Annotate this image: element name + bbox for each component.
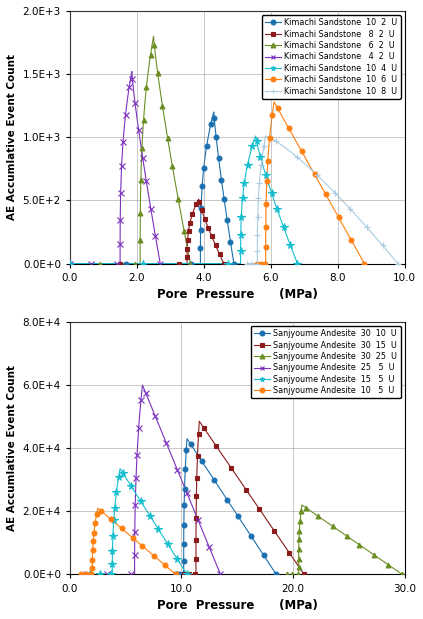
X-axis label: Pore  Pressure      (MPa): Pore Pressure (MPa) bbox=[157, 288, 318, 301]
Y-axis label: AE Accumlative Event Count: AE Accumlative Event Count bbox=[7, 54, 17, 220]
Legend: Kimachi Sandstone  10  2  U, Kimachi Sandstone   8  2  U, Kimachi Sandstone   6 : Kimachi Sandstone 10 2 U, Kimachi Sandst… bbox=[261, 15, 401, 99]
Legend: Sanjyoume Andesite  30  10  U, Sanjyoume Andesite  30  15  U, Sanjyoume Andesite: Sanjyoume Andesite 30 10 U, Sanjyoume An… bbox=[251, 326, 401, 399]
Y-axis label: AE Accumlative Event Count: AE Accumlative Event Count bbox=[7, 365, 17, 531]
X-axis label: Pore  Pressure      (MPa): Pore Pressure (MPa) bbox=[157, 599, 318, 612]
